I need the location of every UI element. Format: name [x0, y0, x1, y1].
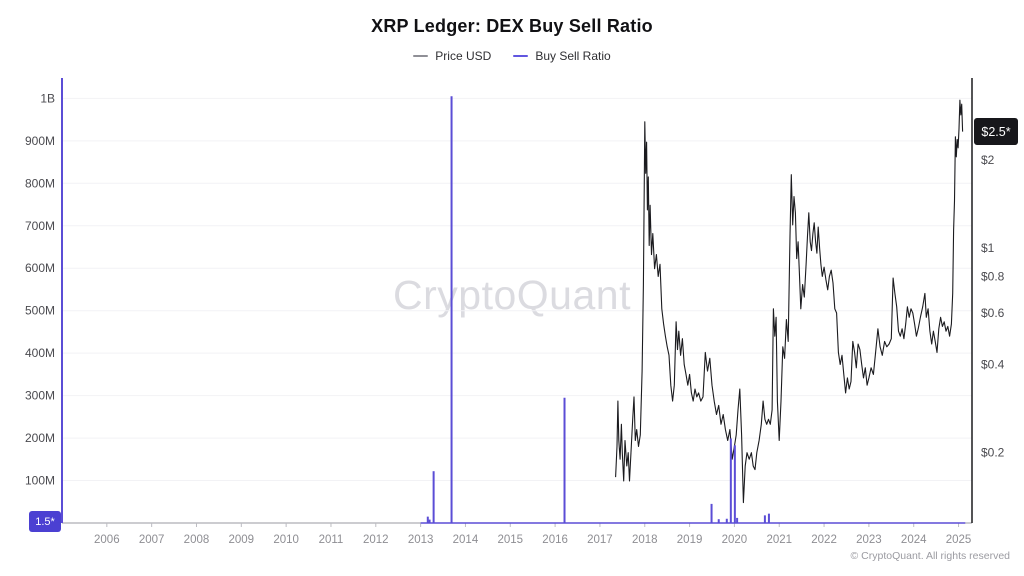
y-right-label-$0.8: $0.8	[981, 269, 1005, 283]
y-left-label-100M: 100M	[25, 474, 55, 488]
y-right-label-$2: $2	[981, 153, 995, 167]
chart-title: XRP Ledger: DEX Buy Sell Ratio	[371, 16, 653, 36]
x-tick-label-2007: 2007	[139, 534, 165, 546]
x-tick-label-2015: 2015	[497, 534, 523, 546]
y-left-label-1B: 1B	[40, 91, 55, 105]
x-tick-label-2022: 2022	[811, 534, 837, 546]
x-tick-label-2017: 2017	[587, 534, 613, 546]
x-tick-label-2013: 2013	[408, 534, 434, 546]
x-tick-label-2014: 2014	[453, 534, 479, 546]
y-left-label-500M: 500M	[25, 304, 55, 318]
legend-label-ratio: Buy Sell Ratio	[535, 49, 611, 63]
y-right-label-$1: $1	[981, 241, 995, 255]
copyright-notice: © CryptoQuant. All rights reserved	[850, 550, 1010, 562]
y-right-label-$0.4: $0.4	[981, 358, 1005, 372]
x-tick-label-2024: 2024	[901, 534, 927, 546]
legend-label-price: Price USD	[435, 49, 492, 63]
chart-legend: Price USD Buy Sell Ratio	[0, 49, 1024, 63]
x-tick-label-2025: 2025	[946, 534, 972, 546]
x-tick-label-2010: 2010	[273, 534, 299, 546]
price-last-value-badge: $2.5*	[974, 118, 1018, 145]
y-left-label-900M: 900M	[25, 134, 55, 148]
x-tick-label-2020: 2020	[722, 534, 748, 546]
x-tick-label-2019: 2019	[677, 534, 703, 546]
y-right-label-$0.6: $0.6	[981, 306, 1005, 320]
legend-item-ratio[interactable]: Buy Sell Ratio	[513, 49, 611, 63]
y-left-label-300M: 300M	[25, 389, 55, 403]
ratio-line-dash-icon	[513, 55, 529, 57]
y-left-label-800M: 800M	[25, 176, 55, 190]
y-left-label-700M: 700M	[25, 219, 55, 233]
x-tick-label-2021: 2021	[766, 534, 792, 546]
price-line-path	[615, 99, 964, 504]
legend-item-price[interactable]: Price USD	[413, 49, 491, 63]
x-tick-label-2023: 2023	[856, 534, 882, 546]
y-right-label-$0.2: $0.2	[981, 446, 1005, 460]
x-tick-label-2016: 2016	[542, 534, 568, 546]
x-tick-label-2018: 2018	[632, 534, 658, 546]
y-left-label-400M: 400M	[25, 346, 55, 360]
x-tick-label-2008: 2008	[184, 534, 210, 546]
x-tick-label-2009: 2009	[229, 534, 255, 546]
y-left-label-600M: 600M	[25, 261, 55, 275]
price-line-dash-icon	[413, 55, 429, 57]
y-left-label-200M: 200M	[25, 431, 55, 445]
x-tick-label-2012: 2012	[363, 534, 389, 546]
x-tick-label-2011: 2011	[319, 534, 344, 546]
x-tick-label-2006: 2006	[94, 534, 120, 546]
ratio-last-value-badge: 1.5*	[29, 511, 61, 532]
